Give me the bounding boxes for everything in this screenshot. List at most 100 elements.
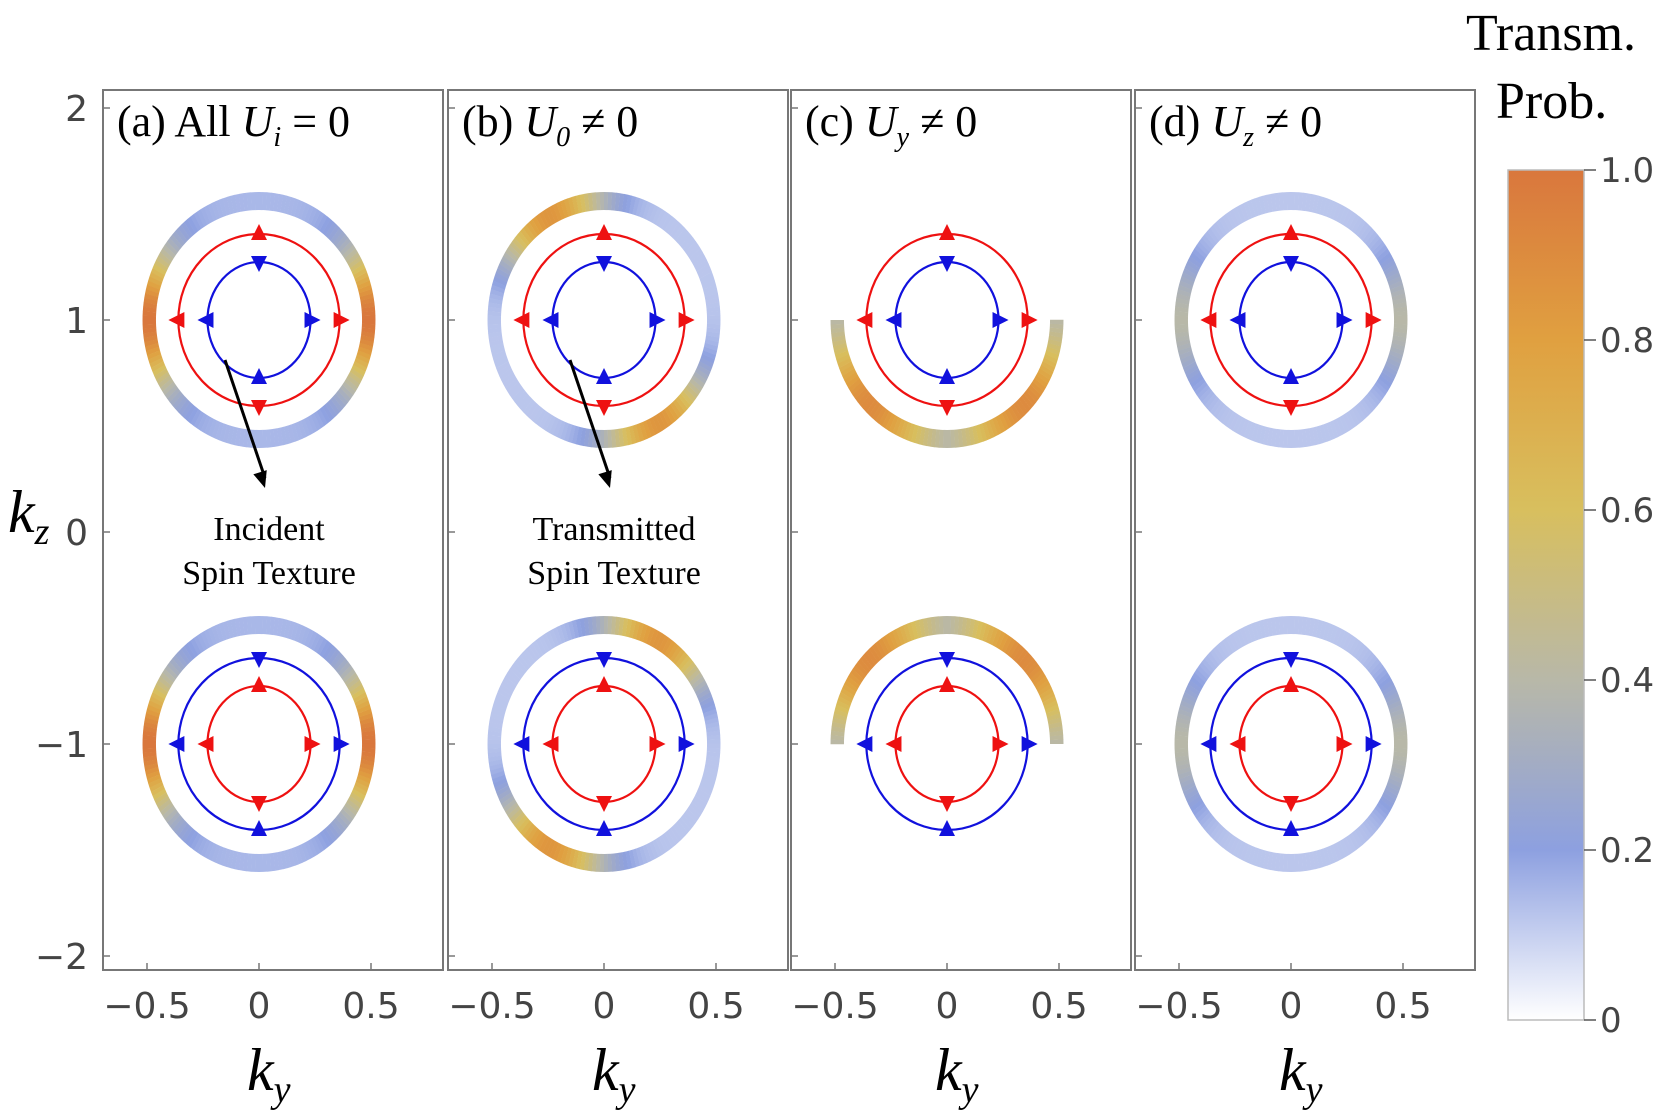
ring-segment <box>490 346 506 356</box>
ring-segment <box>678 393 691 409</box>
ring-segment <box>1298 853 1304 872</box>
ring-segment <box>1036 679 1050 693</box>
spin-arrow <box>304 736 321 752</box>
ring-segment <box>330 820 343 837</box>
ring-segment <box>831 335 846 343</box>
ring-segment <box>1315 619 1324 639</box>
ring-segment <box>680 234 694 250</box>
ring-segment <box>1393 743 1408 749</box>
ring-segment <box>307 206 318 225</box>
ring-segment <box>520 651 533 668</box>
spin-arrow <box>1283 676 1299 692</box>
ring-segment <box>934 429 941 448</box>
ring-segment <box>1007 640 1019 658</box>
ring-segment <box>183 219 196 236</box>
ring-segment <box>1364 230 1378 247</box>
ring-segment <box>327 224 340 241</box>
ring-segment <box>881 411 893 429</box>
pocket-kz--1 <box>830 616 1064 836</box>
ring-segment <box>538 411 550 429</box>
ring-segment <box>855 661 869 677</box>
panel-frame <box>447 89 789 971</box>
ring-segment <box>254 616 259 635</box>
ring-segment <box>604 429 609 448</box>
ring-segment <box>649 841 659 860</box>
ring-segment <box>151 361 165 373</box>
ring-segment <box>491 704 507 714</box>
ring-segment <box>207 203 218 222</box>
ring-segment <box>361 327 376 334</box>
ring-segment <box>356 774 372 784</box>
ring-segment <box>595 192 601 211</box>
ring-segment <box>529 404 541 422</box>
ring-segment <box>142 315 157 321</box>
colorbar-title-line-2: Prob. <box>1496 73 1607 130</box>
ring-segment <box>1362 396 1375 413</box>
ring-segment <box>971 425 980 445</box>
ring-segment <box>604 853 609 872</box>
transmission-ring <box>487 192 721 448</box>
ring-segment <box>265 192 272 211</box>
ring-segment <box>162 805 176 820</box>
ring-segment <box>1354 404 1367 421</box>
ring-segment <box>1376 248 1390 262</box>
ring-segment <box>488 297 503 305</box>
ring-segment <box>283 195 292 215</box>
ring-segment <box>1357 221 1369 239</box>
ring-segment <box>361 755 375 762</box>
ring-segment <box>706 310 721 317</box>
spin-arrow <box>939 676 955 692</box>
ring-segment <box>512 237 526 253</box>
ring-segment <box>1369 811 1383 827</box>
ring-segment <box>680 658 694 674</box>
ring-segment <box>1188 680 1202 693</box>
ring-segment <box>642 201 652 220</box>
ring-segment <box>525 645 538 663</box>
ring-segment <box>503 676 517 690</box>
ring-segment <box>200 415 211 434</box>
ring-segment <box>532 640 544 658</box>
spin-arrow <box>596 256 612 272</box>
ring-segment <box>349 792 364 805</box>
ring-segment <box>1250 198 1260 217</box>
ring-segment <box>682 387 696 403</box>
ring-segment <box>1225 211 1237 229</box>
ring-segment <box>950 616 956 635</box>
ring-segment <box>831 331 845 339</box>
ring-segment <box>607 192 613 211</box>
ring-segment <box>1201 658 1215 674</box>
ring-segment <box>992 417 1002 436</box>
ring-segment <box>625 850 633 870</box>
ring-segment <box>706 734 721 741</box>
ring-segment <box>1247 845 1256 865</box>
ring-segment <box>204 841 215 860</box>
ring-segment <box>642 844 652 863</box>
ring-segment <box>964 427 972 447</box>
ring-segment <box>1266 193 1274 213</box>
ring-segment <box>1378 251 1392 265</box>
ring-segment <box>1225 411 1237 429</box>
ring-segment <box>490 284 505 294</box>
ring-segment <box>1023 390 1037 406</box>
ring-segment <box>1315 849 1324 869</box>
ring-segment <box>706 327 721 334</box>
ring-segment <box>1225 635 1237 653</box>
ring-segment <box>1232 206 1243 225</box>
spin-arrow <box>333 736 350 752</box>
ring-segment <box>914 425 923 445</box>
ring-segment <box>942 429 948 448</box>
spin-arrow <box>649 312 666 328</box>
ring-segment <box>145 346 161 356</box>
ring-segment <box>1319 196 1327 216</box>
ring-segment <box>181 401 193 419</box>
ring-segment <box>694 368 709 381</box>
ring-segment <box>487 739 502 745</box>
ring-segment <box>242 428 249 448</box>
ring-segment <box>1174 730 1189 737</box>
ring-segment <box>357 284 373 294</box>
ring-segment <box>158 252 172 266</box>
ring-segment <box>702 284 718 294</box>
y-axis-label: kz <box>8 479 50 553</box>
transmission-ring <box>487 616 721 872</box>
ring-segment <box>625 194 633 214</box>
